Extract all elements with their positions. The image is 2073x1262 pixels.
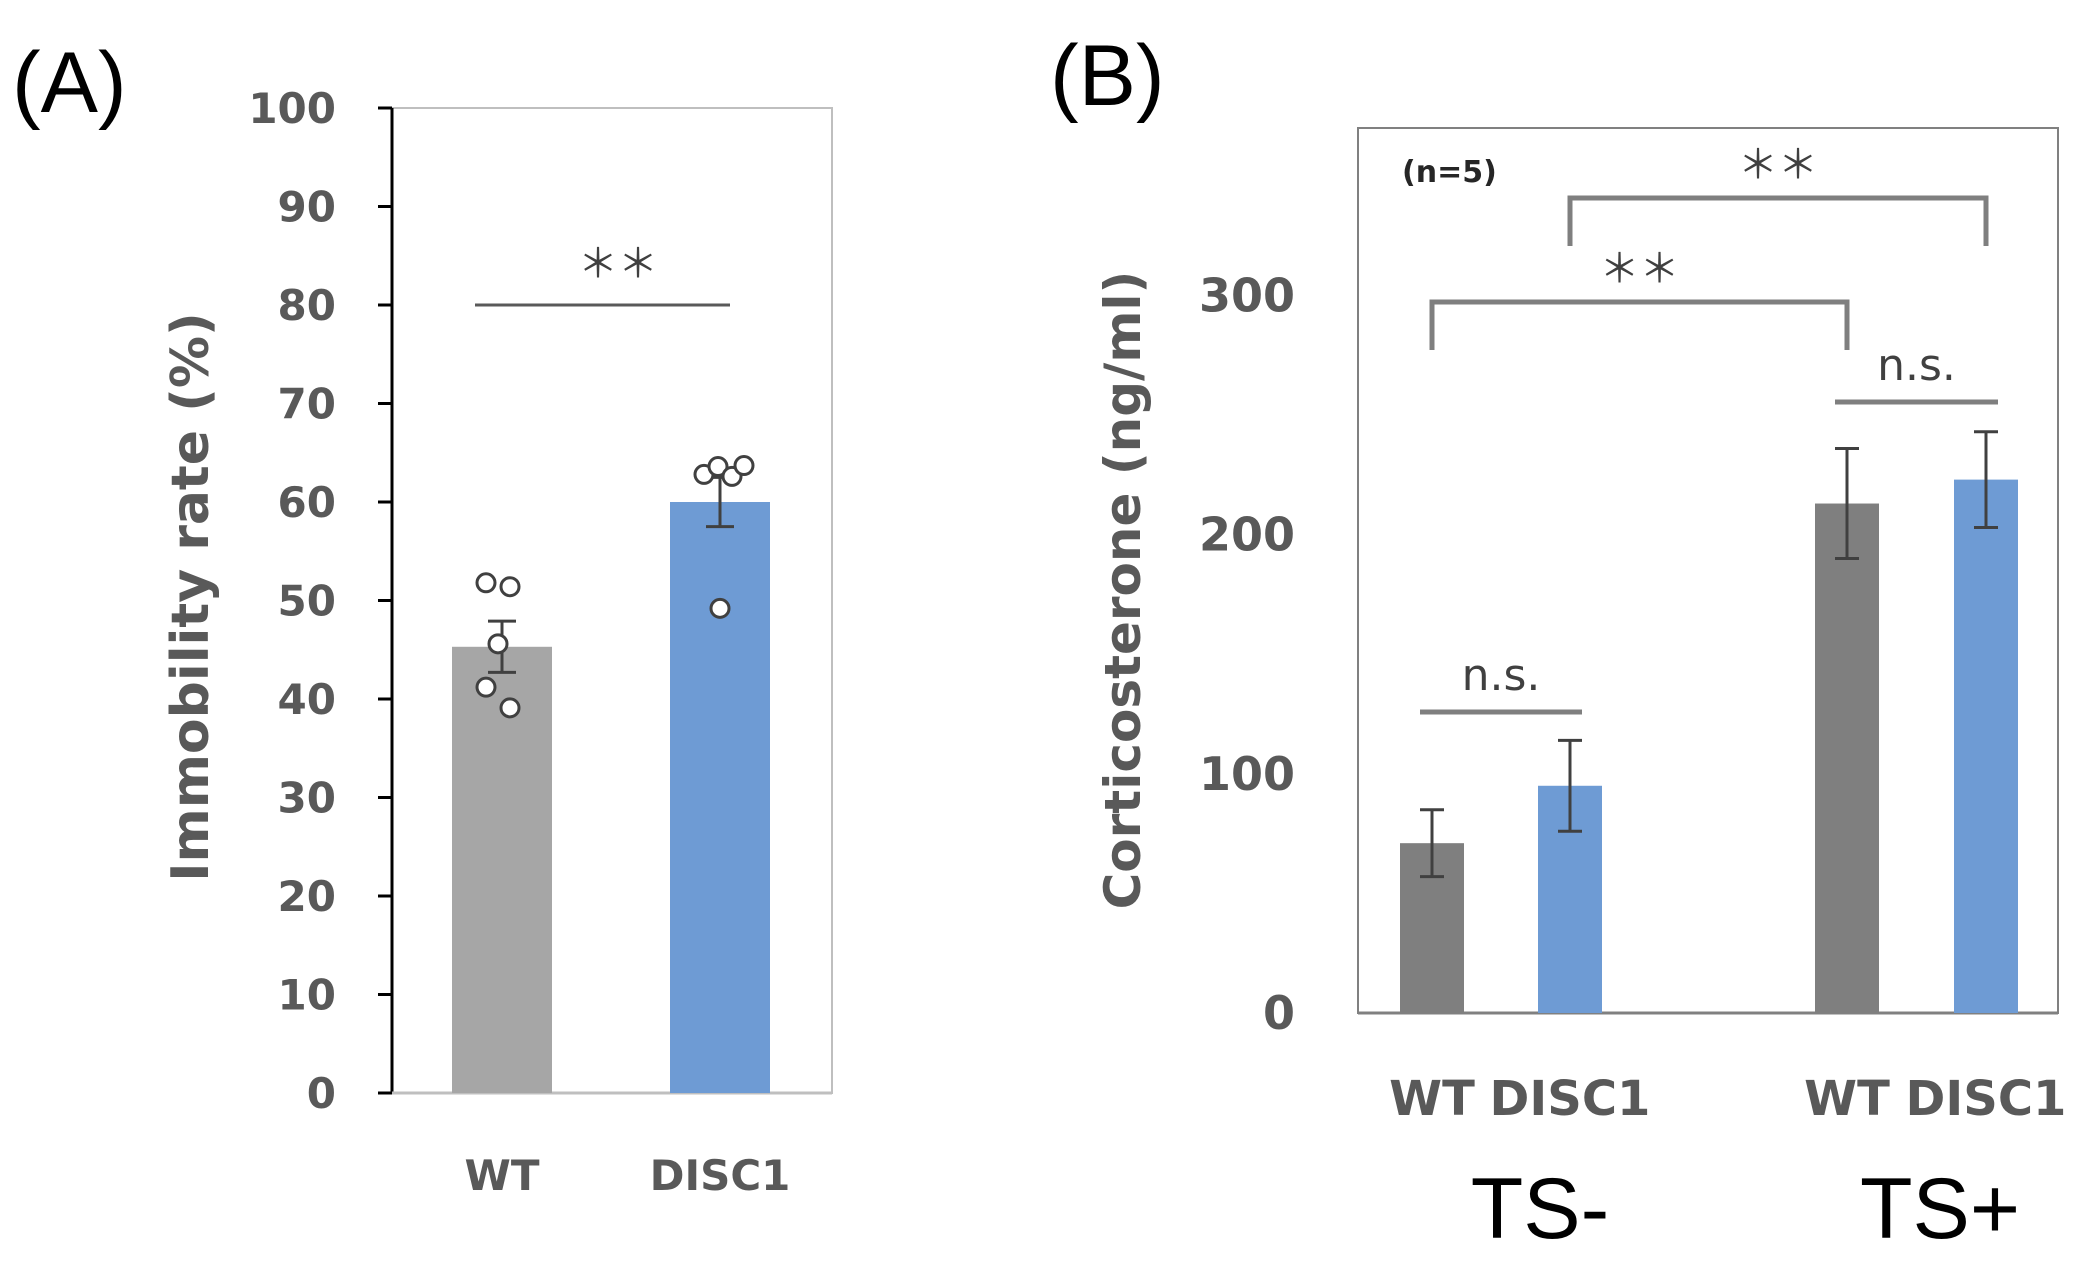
group-label-ts-minus: TS- (1471, 1161, 1610, 1257)
panel-b-x-tick-label: DISC1 (1490, 1071, 1651, 1127)
group-label-ts-plus: TS+ (1860, 1161, 2020, 1257)
panel-b-y-tick-label: 300 (1199, 268, 1295, 322)
panel-a-y-tick-label: 30 (278, 774, 336, 823)
panel-b-x-tick-label: DISC1 (1906, 1071, 2067, 1127)
panel-b-y-axis-label: Corticosterone (ng/ml) (1094, 271, 1152, 910)
panel-a-y-tick-label: 70 (278, 380, 336, 429)
panel-b-significance-label: ＊＊ (1738, 143, 1818, 187)
panel-a-significance-label: ＊＊ (578, 242, 658, 286)
panel-a-data-point (475, 572, 497, 594)
panel-b-significance-bracket (1429, 299, 1850, 350)
panel-a-bar-wt (452, 646, 552, 1093)
panel-a-data-point (499, 697, 521, 719)
panel-a-data-point (709, 597, 731, 619)
panel-b-y-tick-label: 0 (1263, 986, 1295, 1040)
panel-a-chart: 0 10 20 30 40 50 60 70 80 90 100 WT DISC1 ＊＊ (248, 84, 790, 1200)
panel-b-ns-label: n.s. (1462, 650, 1541, 701)
panel-a-label: (A) (12, 35, 127, 131)
panel-a-data-point (475, 676, 497, 698)
panel-a-x-tick-label: WT (465, 1151, 540, 1200)
panel-b-x-tick-label: WT (1804, 1071, 1890, 1127)
panel-b-y-tick-label: 200 (1199, 508, 1295, 562)
panel-b-x-tick-label: WT (1389, 1071, 1475, 1127)
panel-a-y-tick-label: 90 (278, 183, 336, 232)
panel-b-label: (B) (1050, 28, 1165, 124)
panel-a-y-tick-label: 50 (278, 577, 336, 626)
panel-a-x-tick-label: DISC1 (650, 1151, 791, 1200)
panel-a-data-point (707, 456, 729, 478)
panel-a-y-tick-label: 0 (307, 1069, 336, 1118)
panel-a-y-tick-label: 60 (278, 478, 336, 527)
panel-b-significance-bracket (1567, 195, 1989, 246)
panel-a-y-tick-label: 80 (278, 281, 336, 330)
panel-b-significance-label: ＊＊ (1600, 247, 1680, 291)
panel-b-bar-disc1 (1954, 479, 2018, 1013)
panel-a-y-tick-label: 20 (278, 872, 336, 921)
panel-a-y-tick-label: 10 (278, 971, 336, 1020)
panel-a-y-tick-label: 40 (278, 675, 336, 724)
panel-b-bar-wt (1815, 503, 1879, 1013)
panel-b-n-annotation: (n=5) (1402, 155, 1497, 190)
panel-b-ns-label: n.s. (1877, 340, 1956, 391)
panel-b-y-tick-label: 100 (1199, 747, 1295, 801)
panel-a-y-tick-label: 100 (248, 84, 336, 133)
panel-a-y-axis-label: Immobility rate (%) (161, 312, 221, 882)
panel-a-bar-disc1 (670, 502, 770, 1093)
panel-b-chart: 0 100 200 300 WT DISC1 WT DISC1 n.s. n.s. ＊＊ ＊＊ (1199, 143, 2066, 1127)
panel-a-data-point (499, 576, 521, 598)
panel-a-data-point (733, 455, 755, 477)
panel-a-data-point (487, 633, 509, 655)
